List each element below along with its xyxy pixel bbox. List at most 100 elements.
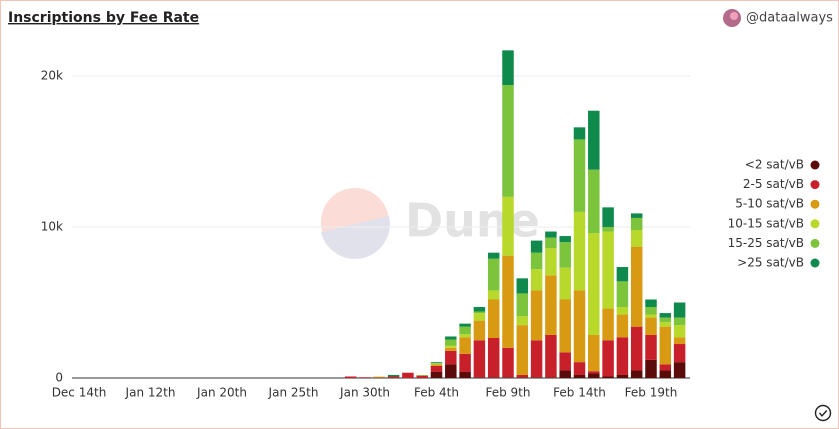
bar-segment [659,313,672,318]
bar-segment [602,340,614,377]
bar-segment [602,376,614,378]
legend-label: 2-5 sat/vB [743,177,804,191]
bar-segment [502,347,514,378]
bar-segment [473,313,486,321]
bar-segment [445,350,457,365]
bar-segment [588,110,600,170]
author[interactable]: @dataalways [746,11,833,26]
bar-segment [545,275,557,335]
chart-title[interactable]: Inscriptions by Fee Rate [8,10,199,26]
legend-label: 15-25 sat/vB [728,236,804,250]
bar-segment [630,326,643,371]
bar-segment [516,316,529,326]
bar-segment [659,317,672,323]
legend-swatch [810,199,820,209]
bar-segment [530,252,543,270]
bar-segment [673,302,686,318]
bar-segment [659,364,672,371]
bar-segment [445,364,457,378]
bar-segment [473,311,486,314]
bar-segment [559,267,571,300]
bar-segment [573,139,586,212]
bar-segment [430,362,443,363]
legend-label: 10-15 sat/vB [728,216,804,230]
bar-segment [502,85,514,197]
bar-segment [573,374,586,378]
bar-segment [559,370,571,378]
legend-swatch [810,238,820,248]
bar-segment [645,334,657,360]
bar-segment [445,336,457,340]
bar-segment [459,334,471,338]
bar-segment [559,352,571,371]
legend-swatch [810,180,820,190]
bar-segment [545,377,557,378]
bar-segment [616,281,629,308]
watermark-text: Dune [405,194,540,248]
check-icon[interactable] [814,404,832,422]
bar-segment [602,308,614,341]
bar-segment [602,207,614,227]
bar-segment [673,337,686,345]
bar-segment [387,376,400,378]
bar-segment [673,317,686,326]
bar-segment [387,374,400,377]
y-tick-label: 0 [55,371,63,385]
x-tick-label: Jan 30th [339,386,390,400]
bar-segment [673,325,686,338]
legend-swatch [810,258,820,268]
legend-label: 5-10 sat/vB [735,197,804,211]
bar-segment [545,248,557,276]
bar-segment [516,293,529,317]
y-tick-label: 20k [41,69,63,83]
watermark: Dune [321,188,540,259]
x-tick-label: Feb 14th [553,386,606,400]
bar-segment [573,127,586,140]
bar-segment [573,290,586,363]
bar-segment [502,377,514,378]
bar-segment [487,299,500,338]
bar-segment [487,377,500,378]
bar-segment [516,325,529,375]
bar-segment [645,314,657,318]
bar-segment [573,211,586,291]
bar-segment [516,374,529,378]
bar-segment [659,326,672,365]
bar-segment [545,334,557,378]
bar-segment [616,307,629,315]
bar-segment [487,258,500,291]
bar-segment [473,340,486,378]
bar-segment [487,290,500,300]
y-tick-label: 10k [41,220,63,234]
bar-segment [502,50,514,86]
bar-segment [530,269,543,291]
bar-segment [430,364,443,366]
bar-segment [630,370,643,378]
bar-segment [445,347,457,351]
bar-segment [645,307,657,315]
bar-segment [616,267,629,282]
x-tick-label: Jan 20th [196,386,247,400]
bar-segment [559,236,571,243]
bar-segment [602,227,614,232]
bar-segment [630,213,643,218]
bar-segment [373,376,386,378]
bar-segment [473,307,486,312]
bar-segment [530,240,543,253]
check-circle [814,404,832,422]
bar-segment [588,371,600,374]
bar-segment [487,252,500,259]
bar-segment [530,290,543,341]
bar-segment [502,255,514,348]
legend-label: >25 sat/vB [737,256,804,270]
bar-segment [645,359,657,378]
bar-segment [616,374,629,378]
bar-segment [402,372,414,378]
avatar-detail [730,12,738,20]
bar-segment [459,326,471,335]
x-tick-label: Feb 19th [625,386,678,400]
bar-segment [530,340,543,378]
bar-segment [359,377,371,378]
legend-label: <2 sat/vB [745,158,804,172]
